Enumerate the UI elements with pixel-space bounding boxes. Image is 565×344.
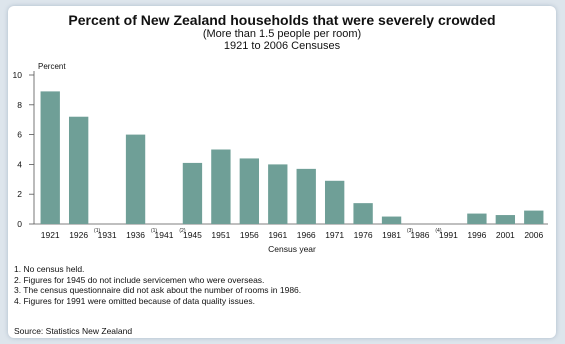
x-tick-label: 1951 <box>211 230 230 240</box>
x-tick-label: 1991 <box>439 230 458 240</box>
x-tick-label: 1926 <box>69 230 88 240</box>
x-tick-label: 2006 <box>524 230 543 240</box>
source-note: Source: Statistics New Zealand <box>14 326 133 336</box>
bar-1966 <box>296 168 316 224</box>
bar-1956 <box>239 158 260 224</box>
x-tick-label: 1931 <box>98 230 117 240</box>
bar-2006 <box>524 210 544 224</box>
x-tick-label: 1945 <box>183 230 202 240</box>
bar-2001 <box>495 215 516 224</box>
y-tick-label: 10 <box>13 70 23 80</box>
x-tick-label: 1961 <box>268 230 287 240</box>
chart-panel: Percent of New Zealand households that w… <box>8 6 556 338</box>
x-tick-footnote-marker: (3) <box>407 228 413 234</box>
x-tick-footnote-marker: (4) <box>435 228 441 234</box>
bar-1976 <box>353 203 373 224</box>
y-tick-label: 8 <box>17 100 22 110</box>
x-axis-label: Census year <box>268 244 316 254</box>
bar-1936 <box>125 134 146 224</box>
x-tick-label: 1936 <box>126 230 145 240</box>
x-tick-footnote-marker: (1) <box>151 228 157 234</box>
x-tick-label: 1921 <box>41 230 60 240</box>
x-tick-label: 1976 <box>354 230 373 240</box>
x-tick-label: 1941 <box>155 230 174 240</box>
footnote-2: 2. Figures for 1945 do not include servi… <box>14 274 265 285</box>
bar-1981 <box>381 216 402 224</box>
x-tick-label: 2001 <box>496 230 515 240</box>
bar-1921 <box>40 91 60 224</box>
bar-1945 <box>182 162 203 224</box>
x-tick-label: 1996 <box>467 230 486 240</box>
y-tick-label: 0 <box>17 219 22 229</box>
chart-date-range: 1921 to 2006 Censuses <box>223 40 341 52</box>
x-tick-footnote-marker: (2) <box>179 228 185 234</box>
footnote-3: 3. The census questionnaire did not ask … <box>14 285 302 295</box>
bar-1971 <box>324 180 345 224</box>
y-tick-label: 6 <box>17 130 22 140</box>
footnote-1: 1. No census held. <box>14 264 85 274</box>
y-tick-label: 2 <box>17 189 22 199</box>
chart-title: Percent of New Zealand households that w… <box>68 12 496 28</box>
bar-1996 <box>467 213 487 224</box>
bar-1926 <box>68 116 89 224</box>
chart-subtitle: (More than 1.5 people per room) <box>202 28 362 40</box>
x-tick-label: 1986 <box>411 230 430 240</box>
x-tick-label: 1966 <box>297 230 316 240</box>
x-tick-footnote-marker: (1) <box>94 228 100 234</box>
footnotes: 1. No census held. 2. Figures for 1945 d… <box>14 264 301 306</box>
x-tick-label: 1956 <box>240 230 259 240</box>
y-tick-label: 4 <box>17 159 22 169</box>
x-tick-label: 1981 <box>382 230 401 240</box>
y-axis-label: Percent <box>38 62 66 71</box>
bar-1961 <box>268 164 288 224</box>
footnote-4: 4. Figures for 1991 were omitted because… <box>14 295 255 306</box>
bar-1951 <box>211 149 231 224</box>
title-block: Percent of New Zealand households that w… <box>8 12 556 52</box>
x-tick-label: 1971 <box>325 230 344 240</box>
